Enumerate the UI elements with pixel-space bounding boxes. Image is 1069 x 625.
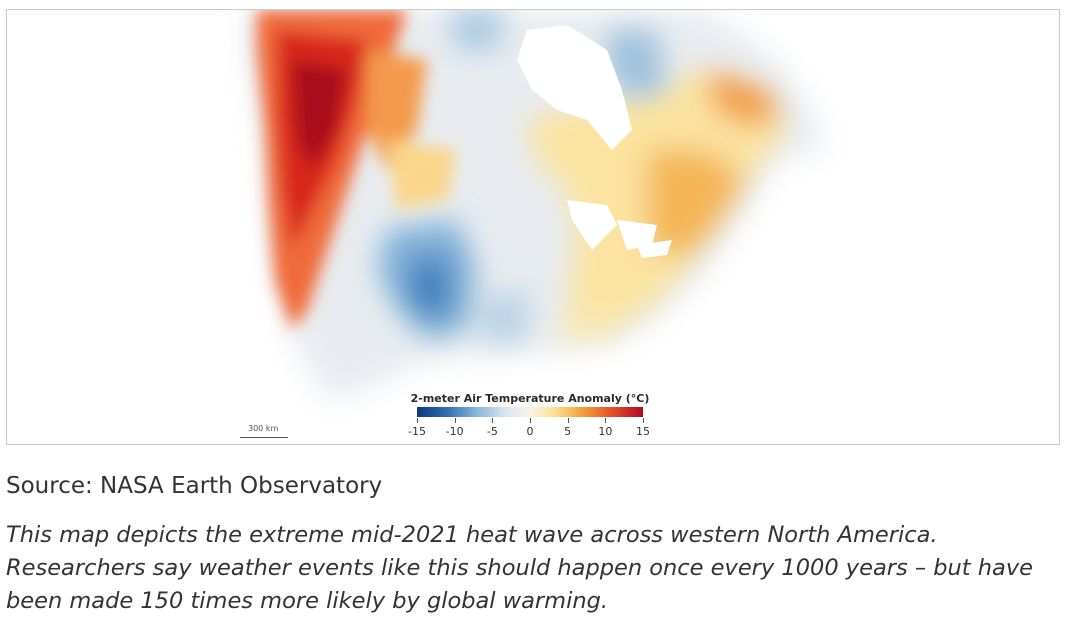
legend-tick (643, 418, 644, 423)
legend-title: 2-meter Air Temperature Anomaly (°C) (410, 392, 650, 405)
legend-tick (492, 418, 494, 423)
cold-region (377, 10, 667, 345)
legend-tick (567, 418, 569, 423)
legend-tick-label: 5 (564, 425, 572, 438)
legend-tick (605, 418, 607, 423)
legend-tick (530, 418, 531, 423)
eastern-warm-region (527, 70, 787, 340)
scale-label: 300 km (248, 424, 279, 433)
legend-tick-label: 10 (598, 425, 613, 438)
legend-tick-label: -5 (486, 425, 498, 438)
hudson-bay (517, 25, 632, 150)
great-lakes (567, 200, 672, 258)
western-heat-dome (257, 10, 457, 330)
scale-bar: 300 km (240, 424, 290, 438)
map-caption: This map depicts the extreme mid-2021 he… (6, 522, 1033, 614)
legend-tick (417, 418, 418, 423)
source-credit: Source: NASA Earth Observatory (6, 473, 383, 499)
legend-tick (454, 418, 456, 423)
color-legend: 2-meter Air Temperature Anomaly (°C) -15… (408, 392, 650, 444)
heat-anomaly-map (6, 9, 1060, 445)
legend-tick-label: 15 (636, 425, 650, 438)
legend-tick-label: 0 (526, 425, 534, 438)
legend-ticks (417, 418, 644, 424)
legend-tick-label: -15 (408, 425, 426, 438)
scale-line (240, 437, 288, 438)
legend-color-bar (417, 407, 643, 417)
map-canvas (247, 10, 827, 400)
legend-tick-label: -10 (445, 425, 464, 438)
